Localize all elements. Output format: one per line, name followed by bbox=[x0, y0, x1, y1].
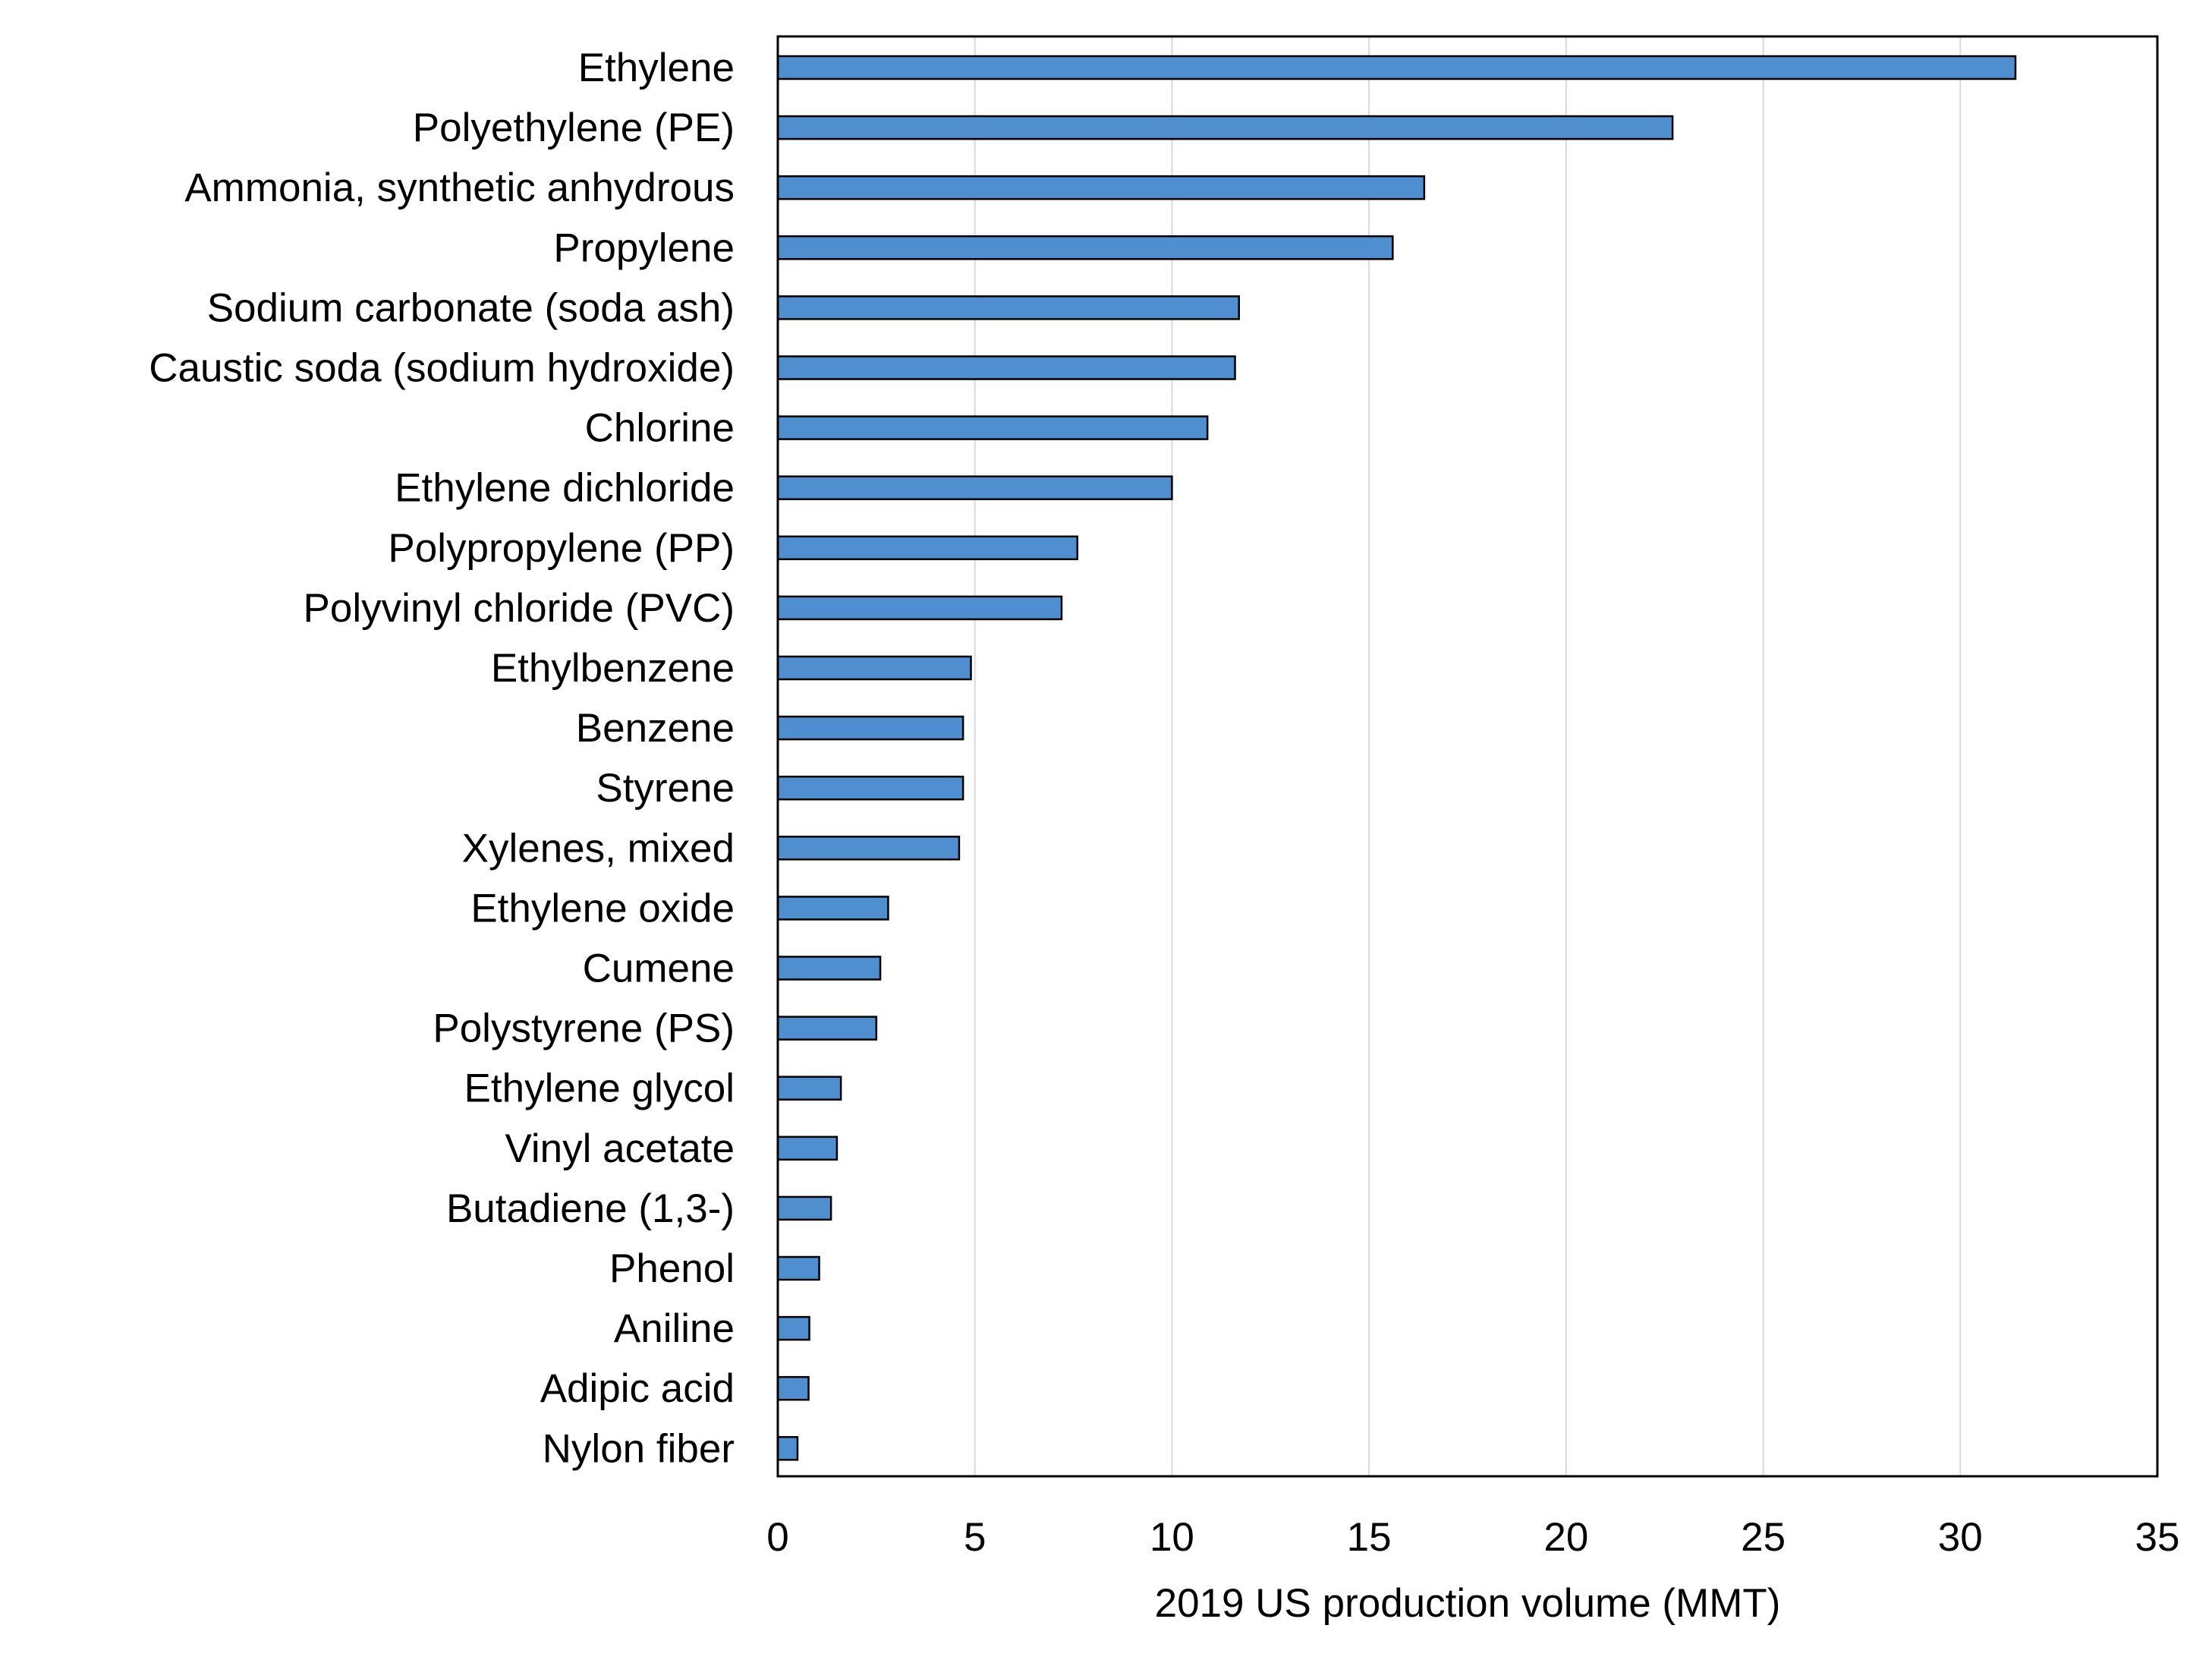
category-label: Phenol bbox=[609, 1246, 735, 1291]
bar bbox=[776, 896, 889, 921]
bar bbox=[776, 355, 1236, 380]
plot-frame bbox=[776, 35, 2159, 1478]
category-label: Ammonia, synthetic anhydrous bbox=[184, 165, 735, 210]
x-tick-label: 20 bbox=[1543, 1515, 1588, 1560]
bar bbox=[776, 956, 882, 981]
bar bbox=[776, 115, 1674, 140]
category-label: Ethylbenzene bbox=[491, 646, 735, 691]
bar bbox=[776, 836, 961, 861]
category-label: Chlorine bbox=[585, 406, 735, 451]
bar bbox=[776, 775, 964, 801]
x-tick-label: 35 bbox=[2135, 1515, 2180, 1560]
bar bbox=[776, 55, 2017, 80]
category-label: Butadiene (1,3-) bbox=[446, 1186, 735, 1231]
x-tick-label: 5 bbox=[964, 1515, 986, 1560]
bar bbox=[776, 235, 1394, 260]
x-tick-label: 10 bbox=[1150, 1515, 1194, 1560]
x-tick-label: 30 bbox=[1938, 1515, 1983, 1560]
category-label: Polyvinyl chloride (PVC) bbox=[304, 586, 735, 631]
x-tick-label: 15 bbox=[1347, 1515, 1392, 1560]
category-label: Ethylene dichloride bbox=[395, 466, 735, 511]
bar bbox=[776, 1195, 832, 1221]
bar bbox=[776, 1135, 839, 1161]
category-label: Polyethylene (PE) bbox=[413, 106, 735, 150]
bar bbox=[776, 1255, 820, 1281]
x-tick-labels: 0 5 10 15 20 25 30 35 bbox=[766, 1515, 2179, 1560]
x-tick-label: 25 bbox=[1741, 1515, 1786, 1560]
category-labels: Ethylene Polyethylene (PE) Ammonia, synthe… bbox=[149, 46, 735, 1471]
bar bbox=[776, 535, 1079, 561]
category-label: Polypropylene (PP) bbox=[388, 526, 735, 571]
category-label: Caustic soda (sodium hydroxide) bbox=[149, 346, 735, 391]
bar bbox=[776, 1315, 810, 1341]
category-label: Propylene bbox=[553, 225, 735, 270]
bar bbox=[776, 595, 1063, 621]
category-label: Nylon fiber bbox=[543, 1426, 735, 1471]
bars bbox=[776, 55, 2017, 1461]
bar bbox=[776, 1016, 878, 1041]
bar bbox=[776, 175, 1426, 200]
bar bbox=[776, 1375, 810, 1401]
category-label: Xylenes, mixed bbox=[462, 826, 735, 871]
category-label: Ethylene bbox=[578, 46, 735, 90]
category-label: Vinyl acetate bbox=[505, 1126, 735, 1171]
bar bbox=[776, 295, 1240, 320]
x-tick-label: 0 bbox=[766, 1515, 788, 1560]
category-label: Ethylene glycol bbox=[464, 1066, 735, 1111]
gridlines bbox=[974, 36, 1962, 1476]
category-label: Ethylene oxide bbox=[470, 886, 735, 931]
category-label: Sodium carbonate (soda ash) bbox=[207, 285, 735, 330]
bar bbox=[776, 1436, 799, 1461]
bar bbox=[776, 715, 964, 741]
x-axis-title: 2019 US production volume (MMT) bbox=[1155, 1581, 1781, 1626]
bar bbox=[776, 475, 1173, 500]
category-label: Adipic acid bbox=[540, 1366, 735, 1411]
bar bbox=[776, 415, 1209, 440]
category-label: Polystyrene (PS) bbox=[433, 1006, 735, 1051]
bar bbox=[776, 1076, 842, 1101]
bar bbox=[776, 655, 972, 681]
category-label: Aniline bbox=[614, 1306, 735, 1351]
category-label: Benzene bbox=[576, 706, 735, 751]
category-label: Styrene bbox=[596, 766, 735, 811]
category-label: Cumene bbox=[583, 946, 735, 991]
